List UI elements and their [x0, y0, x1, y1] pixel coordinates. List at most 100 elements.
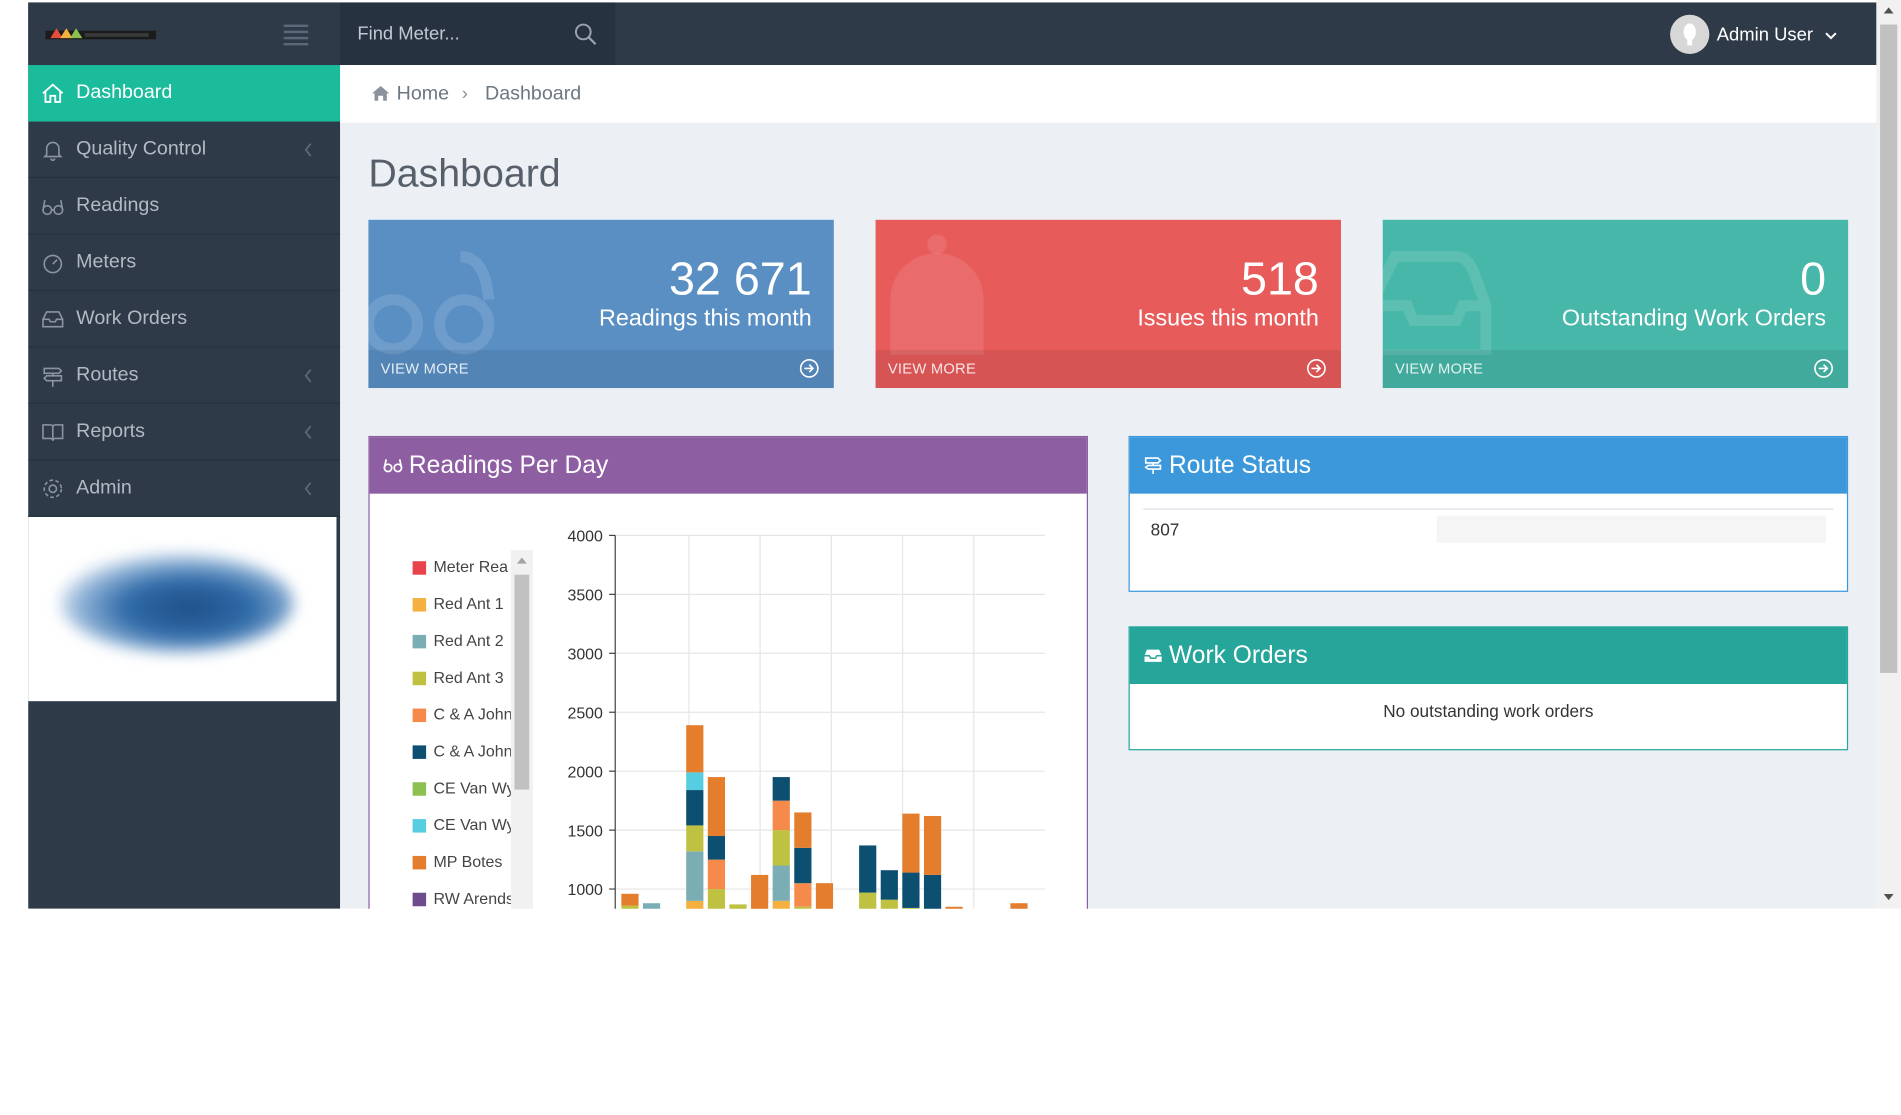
- panel-title: Route Status: [1169, 451, 1312, 479]
- sidebar-item-admin[interactable]: Admin: [28, 461, 341, 517]
- y-tick-label: 1500: [567, 823, 603, 840]
- legend-swatch: [412, 671, 427, 686]
- work-orders-count: 0: [1800, 254, 1827, 306]
- bar-segment: [794, 883, 812, 907]
- bar-segment: [923, 874, 942, 909]
- breadcrumb-current: Dashboard: [485, 83, 582, 105]
- legend-item[interactable]: C & A John: [410, 702, 533, 727]
- legend-label: Meter Rea: [433, 557, 509, 576]
- view-more-link[interactable]: VIEW MORE: [1382, 349, 1849, 389]
- bar-segment: [686, 790, 704, 826]
- bar-segment: [880, 870, 898, 900]
- view-more-label: VIEW MORE: [380, 359, 469, 377]
- menu-toggle-icon[interactable]: [283, 24, 309, 46]
- inbox-icon: [42, 311, 64, 328]
- legend-label: Red Ant 1: [433, 594, 504, 613]
- bar-segment: [729, 904, 747, 909]
- y-tick-label: 3500: [567, 587, 603, 604]
- left-gutter: [0, 0, 29, 909]
- sidebar-item-routes[interactable]: Routes: [28, 348, 341, 405]
- sidebar-item-label: Meters: [76, 251, 137, 273]
- sidebar-item-dashboard[interactable]: Dashboard: [28, 65, 341, 122]
- bar-segment: [1010, 903, 1028, 909]
- legend-swatch: [412, 855, 427, 870]
- sidebar-item-label: Dashboard: [76, 82, 173, 104]
- bar-segment: [923, 815, 942, 875]
- legend-item[interactable]: CE Van Wy: [410, 813, 533, 838]
- bar-segment: [686, 772, 704, 791]
- user-name[interactable]: Admin User: [1716, 24, 1813, 46]
- bar-segment: [621, 905, 639, 909]
- bar-segment: [707, 836, 726, 860]
- sidebar-item-label: Readings: [76, 195, 160, 217]
- bar-segment: [686, 825, 704, 852]
- legend-item[interactable]: CE Van Wy: [410, 776, 533, 801]
- glasses-icon: [368, 251, 495, 355]
- avatar[interactable]: [1670, 14, 1710, 55]
- sidebar-item-quality-control[interactable]: Quality Control: [28, 122, 341, 179]
- search-icon[interactable]: [573, 22, 598, 47]
- chevron-left-icon: [304, 143, 312, 157]
- main-content: Home › Dashboard Dashboard 32 671 Readin…: [340, 65, 1877, 909]
- bar-segment: [859, 892, 877, 909]
- legend-scrollbar[interactable]: [510, 550, 533, 909]
- legend-label: CE Van Wy: [433, 778, 513, 797]
- scroll-down-arrow[interactable]: [1883, 893, 1894, 901]
- y-tick-label: 4000: [567, 529, 603, 546]
- route-progress-bar: [1436, 515, 1827, 543]
- readings-label: Readings this month: [598, 305, 812, 332]
- top-navbar: Admin User: [28, 2, 1877, 66]
- readings-count: 32 671: [668, 254, 812, 306]
- sidebar-item-readings[interactable]: Readings: [28, 178, 341, 235]
- scrollbar-thumb[interactable]: [1880, 24, 1898, 673]
- scroll-up-arrow[interactable]: [1883, 7, 1894, 14]
- y-tick-label: 3000: [567, 646, 603, 663]
- bar-segment: [902, 813, 920, 873]
- view-more-link[interactable]: VIEW MORE: [875, 349, 1341, 389]
- legend-label: C & A John: [433, 704, 513, 724]
- scroll-up-arrow[interactable]: [516, 557, 527, 564]
- legend-swatch: [412, 634, 427, 649]
- scrollbar-thumb[interactable]: [514, 574, 530, 790]
- view-more-link[interactable]: VIEW MORE: [368, 349, 834, 389]
- y-tick-label: 2500: [567, 705, 603, 722]
- meter-monitor-logo[interactable]: [45, 23, 156, 45]
- panel-title: Readings Per Day: [408, 451, 609, 479]
- breadcrumb-home-link[interactable]: Home: [396, 83, 450, 105]
- home-icon: [42, 83, 64, 103]
- signpost-icon: [43, 367, 63, 387]
- glasses-icon: [42, 200, 64, 216]
- glasses-icon: [383, 459, 403, 473]
- legend-item[interactable]: Red Ant 1: [410, 592, 533, 617]
- chevron-down-icon[interactable]: [1825, 31, 1837, 41]
- legend-item[interactable]: Meter Rea: [410, 555, 533, 580]
- legend-item[interactable]: C & A John: [410, 739, 533, 764]
- sidebar-item-work-orders[interactable]: Work Orders: [28, 291, 341, 348]
- bar-segment: [815, 883, 834, 909]
- chart-legend: Meter Rea Red Ant 1 Red Ant 2 Red Ant 3 C & …: [410, 555, 533, 909]
- chevron-left-icon: [304, 482, 312, 496]
- chevron-left-icon: [304, 369, 312, 383]
- legend-item[interactable]: Red Ant 2: [410, 629, 533, 654]
- search-input[interactable]: [340, 2, 562, 66]
- route-name[interactable]: 807: [1150, 519, 1180, 540]
- sidebar-item-reports[interactable]: Reports: [28, 404, 341, 461]
- bell-icon: [890, 234, 984, 355]
- sidebar-item-label: Admin: [76, 477, 132, 499]
- user-menu[interactable]: Admin User: [1668, 2, 1877, 65]
- legend-swatch: [412, 708, 427, 723]
- bar-segment: [621, 893, 639, 906]
- bar-segment: [707, 859, 726, 890]
- legend-item[interactable]: RW Arends: [410, 887, 533, 909]
- chevron-left-icon: [304, 425, 312, 439]
- arrow-circle-right-icon: [799, 359, 819, 378]
- legend-item[interactable]: MP Botes: [410, 850, 533, 875]
- bar-segment: [707, 777, 726, 837]
- sidebar-item-meters[interactable]: Meters: [28, 235, 341, 292]
- sidebar-item-label: Quality Control: [76, 138, 207, 160]
- legend-item[interactable]: Red Ant 3: [410, 666, 533, 691]
- sidebar-item-label: Work Orders: [76, 308, 188, 330]
- page-scrollbar[interactable]: [1876, 0, 1901, 909]
- work-orders-stat-tile: 0 Outstanding Work Orders VIEW MORE: [1382, 219, 1849, 389]
- legend-label: C & A John: [433, 741, 513, 761]
